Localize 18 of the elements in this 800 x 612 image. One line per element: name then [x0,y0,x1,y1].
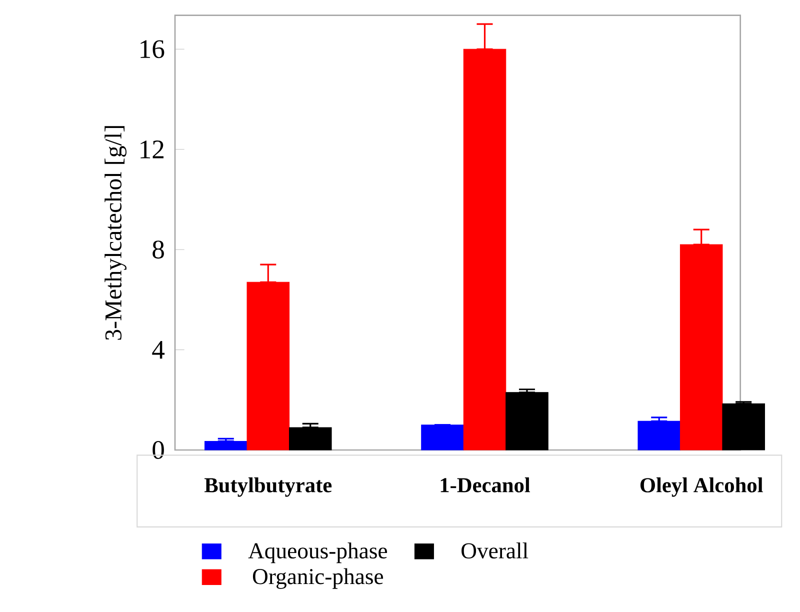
bar [288,427,332,450]
bar [204,440,248,450]
bar [722,403,765,450]
bar [638,420,680,450]
legend-label: Overall [462,542,528,558]
y-tick-label: 16 [140,40,164,58]
bar [421,424,464,450]
y-tick-label: 0 [152,441,164,459]
y-tick-label: 4 [152,341,165,359]
x-tick-label: 1-Decanol [440,477,530,492]
y-tick-label: 12 [140,140,164,158]
y-axis-title: 3-Methylcatechol [g/l] [104,126,126,340]
legend-label: Organic-phase [252,568,384,589]
x-tick-label: Oleyl Alcohol [640,477,763,497]
x-tick-label: Butylbutyrate [204,477,332,497]
bar [506,392,548,450]
legend-label: Aqueous-phase [248,542,388,564]
y-tick-label: 8 [152,240,164,259]
